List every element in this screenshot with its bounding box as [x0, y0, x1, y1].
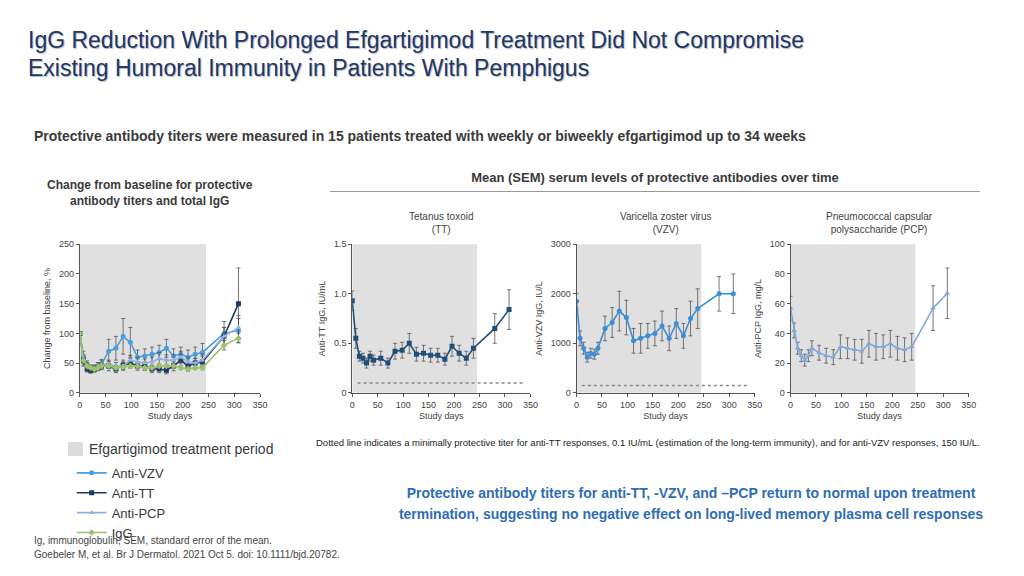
svg-text:0: 0 — [780, 388, 785, 398]
svg-text:60: 60 — [775, 299, 785, 309]
svg-text:350: 350 — [747, 400, 762, 410]
svg-text:Pneumococcal capsularpolysacch: Pneumococcal capsularpolysaccharide (PCP… — [826, 211, 933, 235]
svg-text:350: 350 — [523, 400, 538, 410]
svg-text:100: 100 — [59, 329, 74, 339]
svg-text:Study days: Study days — [148, 411, 193, 421]
svg-text:Anti-PCP IgG, mg/L: Anti-PCP IgG, mg/L — [753, 279, 763, 358]
svg-text:150: 150 — [859, 400, 874, 410]
svg-text:Study days: Study days — [857, 411, 902, 421]
svg-text:Change from baseline, %: Change from baseline, % — [42, 268, 52, 369]
svg-text:350: 350 — [961, 400, 976, 410]
svg-text:0.5: 0.5 — [334, 338, 347, 348]
svg-text:Change from baseline for prote: Change from baseline for protectiveantib… — [47, 178, 253, 208]
svg-text:Anti-VZV IgG, IU/L: Anti-VZV IgG, IU/L — [534, 281, 544, 356]
svg-text:50: 50 — [811, 400, 821, 410]
svg-text:0: 0 — [341, 388, 346, 398]
svg-text:250: 250 — [201, 400, 216, 410]
svg-text:100: 100 — [396, 400, 411, 410]
svg-text:1.0: 1.0 — [334, 289, 347, 299]
svg-text:20: 20 — [775, 358, 785, 368]
svg-text:0: 0 — [350, 400, 355, 410]
svg-text:Anti-PCP: Anti-PCP — [112, 506, 165, 521]
svg-text:50: 50 — [101, 400, 111, 410]
svg-text:Varicella zoster virus(VZV): Varicella zoster virus(VZV) — [620, 211, 712, 235]
svg-text:3000: 3000 — [551, 239, 571, 249]
svg-text:200: 200 — [447, 400, 462, 410]
svg-text:150: 150 — [150, 400, 165, 410]
svg-text:300: 300 — [722, 400, 737, 410]
svg-text:100: 100 — [770, 239, 785, 249]
svg-text:Anti-TT: Anti-TT — [112, 486, 155, 501]
svg-text:50: 50 — [64, 358, 74, 368]
svg-text:250: 250 — [59, 239, 74, 249]
svg-text:250: 250 — [696, 400, 711, 410]
svg-text:50: 50 — [597, 400, 607, 410]
svg-text:200: 200 — [175, 400, 190, 410]
svg-text:0: 0 — [788, 400, 793, 410]
svg-text:50: 50 — [373, 400, 383, 410]
svg-text:Anti-VZV: Anti-VZV — [112, 466, 164, 481]
svg-text:0: 0 — [574, 400, 579, 410]
svg-text:100: 100 — [620, 400, 635, 410]
svg-text:0: 0 — [69, 388, 74, 398]
svg-text:200: 200 — [671, 400, 686, 410]
svg-text:Anti-TT IgG, IU/mL: Anti-TT IgG, IU/mL — [317, 281, 327, 356]
svg-text:150: 150 — [421, 400, 436, 410]
svg-text:1000: 1000 — [551, 338, 571, 348]
svg-text:200: 200 — [59, 269, 74, 279]
svg-text:150: 150 — [59, 299, 74, 309]
svg-text:Study days: Study days — [419, 411, 464, 421]
svg-text:300: 300 — [936, 400, 951, 410]
svg-text:200: 200 — [885, 400, 900, 410]
svg-text:Tetanus toxoid(TT): Tetanus toxoid(TT) — [409, 211, 474, 235]
svg-text:1.5: 1.5 — [334, 239, 347, 249]
svg-text:150: 150 — [645, 400, 660, 410]
svg-text:0: 0 — [566, 388, 571, 398]
svg-text:2000: 2000 — [551, 289, 571, 299]
svg-text:250: 250 — [910, 400, 925, 410]
svg-text:100: 100 — [124, 400, 139, 410]
svg-text:100: 100 — [834, 400, 849, 410]
svg-text:0: 0 — [77, 400, 82, 410]
svg-text:350: 350 — [253, 400, 268, 410]
svg-text:80: 80 — [775, 269, 785, 279]
svg-text:40: 40 — [775, 329, 785, 339]
svg-text:Study days: Study days — [643, 411, 688, 421]
svg-text:300: 300 — [227, 400, 242, 410]
svg-text:300: 300 — [497, 400, 512, 410]
svg-text:250: 250 — [472, 400, 487, 410]
